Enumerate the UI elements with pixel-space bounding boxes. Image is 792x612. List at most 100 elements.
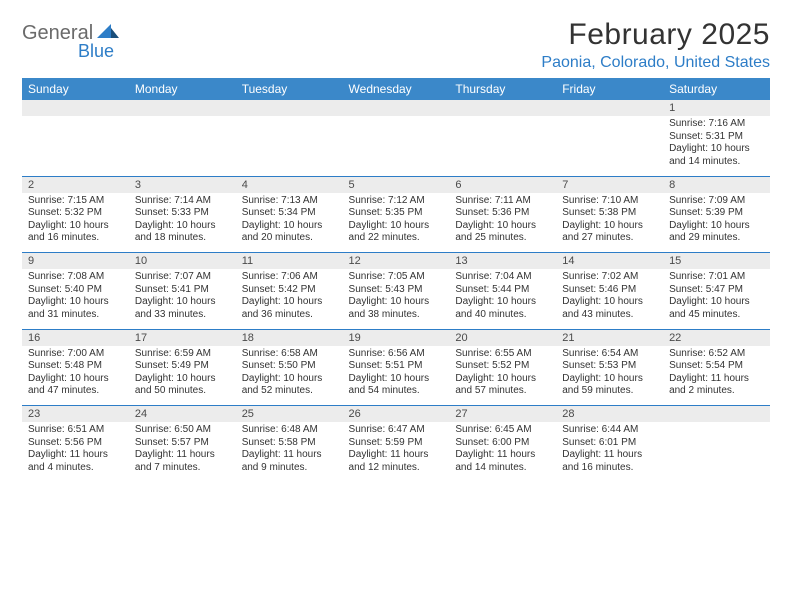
day-number-row: 232425262728 (22, 406, 770, 423)
daylight-text-1: Daylight: 11 hours (135, 449, 230, 462)
daylight-text-2: and 31 minutes. (28, 309, 123, 322)
day-content-row: Sunrise: 7:00 AMSunset: 5:48 PMDaylight:… (22, 346, 770, 406)
weekday-header: Saturday (663, 78, 770, 100)
daylight-text-2: and 45 minutes. (669, 309, 764, 322)
title-block: February 2025 Paonia, Colorado, United S… (541, 18, 770, 72)
day-cell: Sunrise: 7:16 AMSunset: 5:31 PMDaylight:… (663, 116, 770, 176)
sunset-text: Sunset: 5:52 PM (455, 360, 550, 373)
day-cell: Sunrise: 6:51 AMSunset: 5:56 PMDaylight:… (22, 422, 129, 482)
daylight-text-2: and 20 minutes. (242, 232, 337, 245)
sunrise-text: Sunrise: 6:52 AM (669, 348, 764, 361)
daylight-text-2: and 14 minutes. (669, 156, 764, 169)
day-cell: Sunrise: 6:56 AMSunset: 5:51 PMDaylight:… (343, 346, 450, 406)
daylight-text-1: Daylight: 11 hours (349, 449, 444, 462)
day-number-row: 2345678 (22, 176, 770, 193)
sunset-text: Sunset: 6:01 PM (562, 437, 657, 450)
sunrise-text: Sunrise: 6:47 AM (349, 424, 444, 437)
sunset-text: Sunset: 5:58 PM (242, 437, 337, 450)
day-cell: Sunrise: 6:52 AMSunset: 5:54 PMDaylight:… (663, 346, 770, 406)
sunset-text: Sunset: 5:47 PM (669, 284, 764, 297)
day-cell: Sunrise: 6:58 AMSunset: 5:50 PMDaylight:… (236, 346, 343, 406)
daylight-text-2: and 36 minutes. (242, 309, 337, 322)
day-number: 18 (236, 329, 343, 346)
daylight-text-1: Daylight: 10 hours (562, 220, 657, 233)
day-number: 5 (343, 176, 450, 193)
daylight-text-1: Daylight: 10 hours (28, 220, 123, 233)
sunset-text: Sunset: 5:54 PM (669, 360, 764, 373)
daylight-text-1: Daylight: 10 hours (242, 373, 337, 386)
sunset-text: Sunset: 5:59 PM (349, 437, 444, 450)
sunrise-text: Sunrise: 6:55 AM (455, 348, 550, 361)
day-number: 21 (556, 329, 663, 346)
day-number: 1 (663, 100, 770, 116)
day-cell: Sunrise: 6:44 AMSunset: 6:01 PMDaylight:… (556, 422, 663, 482)
sunset-text: Sunset: 5:32 PM (28, 207, 123, 220)
day-cell: Sunrise: 7:00 AMSunset: 5:48 PMDaylight:… (22, 346, 129, 406)
daylight-text-2: and 50 minutes. (135, 385, 230, 398)
sunset-text: Sunset: 5:53 PM (562, 360, 657, 373)
day-cell: Sunrise: 7:08 AMSunset: 5:40 PMDaylight:… (22, 269, 129, 329)
day-cell (449, 116, 556, 176)
day-number: 3 (129, 176, 236, 193)
sunrise-text: Sunrise: 7:02 AM (562, 271, 657, 284)
sunrise-text: Sunrise: 7:07 AM (135, 271, 230, 284)
daylight-text-2: and 16 minutes. (562, 462, 657, 475)
sunrise-text: Sunrise: 6:58 AM (242, 348, 337, 361)
day-cell (556, 116, 663, 176)
day-cell: Sunrise: 6:59 AMSunset: 5:49 PMDaylight:… (129, 346, 236, 406)
day-content-row: Sunrise: 7:16 AMSunset: 5:31 PMDaylight:… (22, 116, 770, 176)
sunrise-text: Sunrise: 7:14 AM (135, 195, 230, 208)
daylight-text-1: Daylight: 10 hours (455, 220, 550, 233)
day-number: 25 (236, 406, 343, 423)
daylight-text-2: and 52 minutes. (242, 385, 337, 398)
sunset-text: Sunset: 5:31 PM (669, 131, 764, 144)
sunrise-text: Sunrise: 7:00 AM (28, 348, 123, 361)
day-cell: Sunrise: 6:50 AMSunset: 5:57 PMDaylight:… (129, 422, 236, 482)
weekday-header-row: Sunday Monday Tuesday Wednesday Thursday… (22, 78, 770, 100)
day-cell: Sunrise: 7:14 AMSunset: 5:33 PMDaylight:… (129, 193, 236, 253)
sunrise-text: Sunrise: 6:50 AM (135, 424, 230, 437)
day-number: 4 (236, 176, 343, 193)
sunrise-text: Sunrise: 7:09 AM (669, 195, 764, 208)
header: General Blue February 2025 Paonia, Color… (22, 18, 770, 72)
day-content-row: Sunrise: 7:08 AMSunset: 5:40 PMDaylight:… (22, 269, 770, 329)
day-cell (343, 116, 450, 176)
day-cell: Sunrise: 7:13 AMSunset: 5:34 PMDaylight:… (236, 193, 343, 253)
day-number (129, 100, 236, 116)
day-cell: Sunrise: 6:54 AMSunset: 5:53 PMDaylight:… (556, 346, 663, 406)
weekday-header: Thursday (449, 78, 556, 100)
daylight-text-1: Daylight: 10 hours (349, 296, 444, 309)
daylight-text-2: and 7 minutes. (135, 462, 230, 475)
daylight-text-2: and 9 minutes. (242, 462, 337, 475)
day-number: 20 (449, 329, 556, 346)
day-cell: Sunrise: 7:04 AMSunset: 5:44 PMDaylight:… (449, 269, 556, 329)
day-number: 14 (556, 253, 663, 270)
sunrise-text: Sunrise: 7:16 AM (669, 118, 764, 131)
sunset-text: Sunset: 5:39 PM (669, 207, 764, 220)
logo-word1: General (22, 23, 93, 43)
daylight-text-2: and 33 minutes. (135, 309, 230, 322)
sunrise-text: Sunrise: 6:59 AM (135, 348, 230, 361)
sunrise-text: Sunrise: 7:06 AM (242, 271, 337, 284)
day-number: 23 (22, 406, 129, 423)
daylight-text-2: and 40 minutes. (455, 309, 550, 322)
month-title: February 2025 (541, 18, 770, 52)
day-number-row: 9101112131415 (22, 253, 770, 270)
daylight-text-1: Daylight: 10 hours (349, 220, 444, 233)
day-cell (22, 116, 129, 176)
day-number: 12 (343, 253, 450, 270)
daylight-text-2: and 22 minutes. (349, 232, 444, 245)
daylight-text-1: Daylight: 10 hours (562, 296, 657, 309)
daylight-text-2: and 38 minutes. (349, 309, 444, 322)
sunrise-text: Sunrise: 7:05 AM (349, 271, 444, 284)
sunrise-text: Sunrise: 7:10 AM (562, 195, 657, 208)
day-number (663, 406, 770, 423)
sunset-text: Sunset: 5:46 PM (562, 284, 657, 297)
day-cell: Sunrise: 7:06 AMSunset: 5:42 PMDaylight:… (236, 269, 343, 329)
day-cell: Sunrise: 7:12 AMSunset: 5:35 PMDaylight:… (343, 193, 450, 253)
day-cell: Sunrise: 7:11 AMSunset: 5:36 PMDaylight:… (449, 193, 556, 253)
day-cell: Sunrise: 7:15 AMSunset: 5:32 PMDaylight:… (22, 193, 129, 253)
daylight-text-2: and 4 minutes. (28, 462, 123, 475)
day-number: 19 (343, 329, 450, 346)
daylight-text-2: and 54 minutes. (349, 385, 444, 398)
